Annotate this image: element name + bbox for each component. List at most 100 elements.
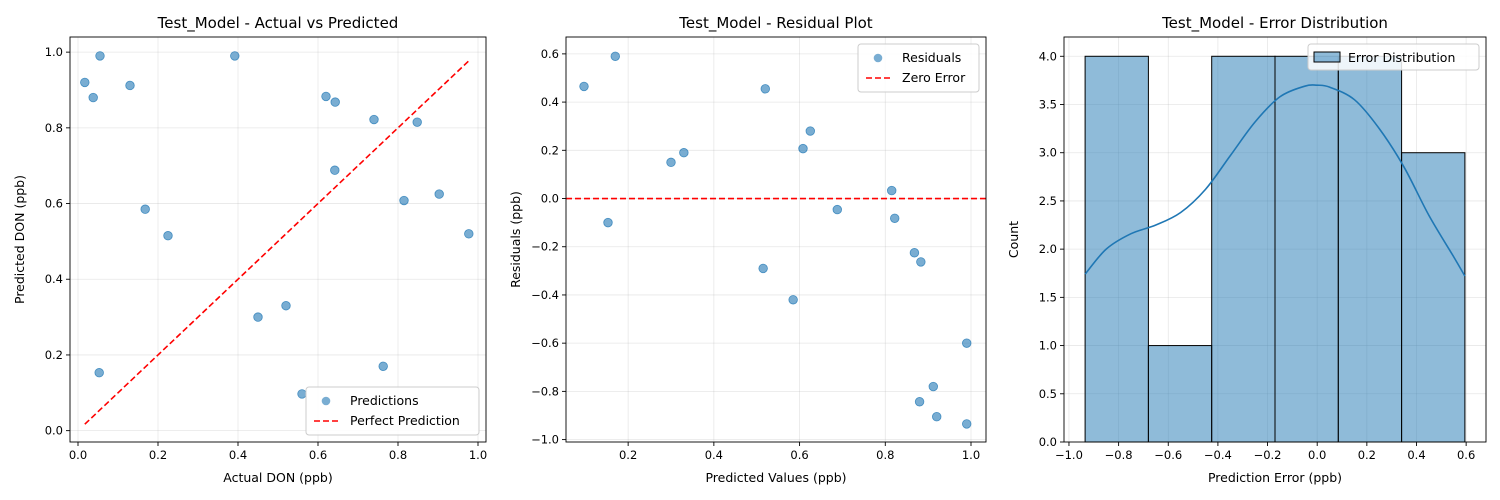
y-tick-label: 0.2 (541, 143, 559, 157)
legend: Residuals Zero Error (857, 43, 980, 93)
x-tick-label: 0.6 (309, 448, 327, 462)
legend: Error Distribution (1307, 43, 1480, 71)
data-point (464, 229, 474, 239)
y-tick-label: 4.0 (1039, 49, 1057, 63)
histogram-bar (1274, 55, 1339, 443)
x-tick-label: 0.4 (705, 448, 723, 462)
data-point (378, 361, 388, 371)
x-tick-label: 0.6 (1457, 448, 1475, 462)
x-tick-label: −0.8 (1105, 448, 1133, 462)
x-tick-label: −0.6 (1154, 448, 1182, 462)
data-point (760, 84, 770, 94)
data-point (962, 419, 972, 429)
x-axis-label: Predicted Values (ppb) (705, 470, 846, 485)
data-point (412, 117, 422, 127)
reference-line (84, 60, 470, 425)
data-point (890, 213, 900, 223)
y-tick-label: 2.5 (1039, 194, 1057, 208)
y-tick-label: 1.0 (1039, 339, 1057, 353)
data-point (80, 77, 90, 88)
data-point (253, 312, 263, 322)
y-tick-label: 3.5 (1039, 98, 1057, 112)
kde-curve (1084, 84, 1466, 277)
data-point (434, 189, 444, 199)
data-point (230, 51, 240, 61)
y-axis-label: Predicted DON (ppb) (12, 175, 27, 304)
y-tick-label: 0.5 (1039, 387, 1057, 401)
data-point (798, 143, 808, 154)
x-tick-label: 0.2 (619, 448, 637, 462)
data-point (666, 157, 676, 168)
legend-label: Residuals (902, 50, 961, 65)
data-point (679, 148, 689, 158)
data-point (369, 114, 379, 125)
data-point (887, 185, 897, 196)
data-point (610, 51, 620, 61)
legend-label: Perfect Prediction (350, 413, 460, 428)
data-point (579, 81, 589, 92)
data-point (758, 263, 768, 274)
scatter-points (579, 51, 972, 429)
legend-box (305, 386, 480, 436)
x-tick-label: 0.2 (149, 448, 167, 462)
x-tick-label: 1.0 (469, 448, 487, 462)
data-point (297, 389, 307, 399)
data-point (916, 257, 926, 267)
data-point (88, 92, 98, 103)
x-tick-label: 1.0 (962, 448, 980, 462)
legend-box (1307, 43, 1480, 71)
x-tick-label: 0.8 (389, 448, 407, 462)
legend-marker-scatter (873, 53, 883, 63)
y-tick-label: 1.0 (45, 45, 63, 59)
data-point (281, 301, 291, 311)
legend-label: Zero Error (902, 70, 966, 85)
chart-title: Test_Model - Residual Plot (678, 14, 873, 33)
data-point (321, 91, 331, 102)
y-axis-label: Residuals (ppb) (508, 191, 523, 288)
subplot-3: −1.0 −0.8 −0.6 −0.4 −0.2 0.0 0.2 0.4 0.6 0.0 0.5 1.… (1006, 14, 1487, 485)
histogram-bars (1084, 55, 1466, 443)
data-point (909, 248, 920, 258)
histogram-bar (1401, 152, 1466, 443)
data-point (140, 204, 150, 214)
data-point (962, 338, 972, 348)
data-point (330, 165, 340, 175)
data-point (603, 217, 613, 228)
histogram-bar (1084, 55, 1149, 443)
y-tick-label: 0.4 (541, 95, 559, 109)
gridlines (70, 37, 486, 442)
x-tick-label: −1.0 (1055, 448, 1083, 462)
y-tick-label: 0.8 (45, 121, 63, 135)
histogram-bar (1147, 345, 1213, 443)
y-axis-label: Count (1006, 221, 1021, 258)
histogram-bar (1211, 55, 1276, 443)
data-point (805, 126, 815, 136)
data-point (914, 397, 925, 407)
legend-marker-scatter (321, 396, 331, 406)
y-tick-label: 0.6 (541, 47, 559, 61)
data-point (163, 231, 173, 241)
axes-frame (565, 36, 987, 443)
x-axis-label: Prediction Error (ppb) (1208, 470, 1342, 485)
x-tick-label: 0.2 (1358, 448, 1376, 462)
y-tick-label: 3.0 (1039, 146, 1057, 160)
x-tick-label: 0.4 (229, 448, 247, 462)
x-tick-label: 0.8 (876, 448, 894, 462)
data-point (94, 368, 104, 378)
data-point (330, 97, 340, 107)
y-tick-label: −0.6 (531, 336, 559, 350)
subplot-2: 0.2 0.4 0.6 0.8 1.0 −1.0 −0.8 −0.6 −0.4 −0.2 0.0 0.… (508, 14, 987, 485)
y-tick-label: 0.6 (45, 197, 63, 211)
x-tick-label: 0.4 (1407, 448, 1425, 462)
chart-title: Test_Model - Error Distribution (1161, 14, 1388, 33)
gridlines (566, 37, 986, 442)
x-tick-label: 0.0 (1308, 448, 1326, 462)
y-tick-label: −1.0 (531, 433, 559, 447)
y-tick-label: 0.4 (45, 272, 63, 286)
y-tick-label: 0.0 (45, 424, 63, 438)
axes-frame (1063, 36, 1487, 443)
data-point (125, 80, 135, 91)
histogram-bar (1337, 55, 1403, 443)
scatter-points (80, 51, 474, 399)
